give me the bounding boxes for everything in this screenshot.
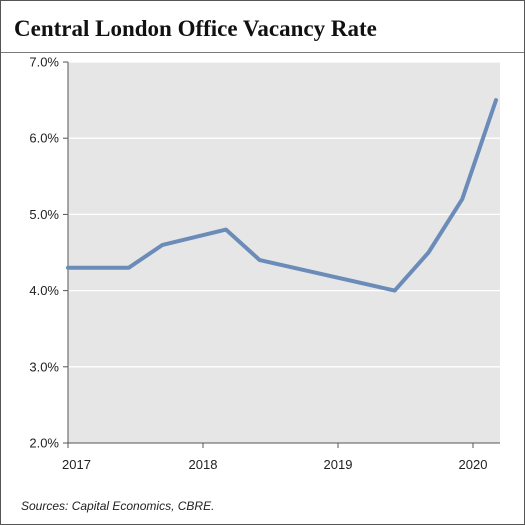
data-point xyxy=(224,228,228,232)
axes xyxy=(67,62,500,444)
data-point xyxy=(426,251,430,254)
title-divider xyxy=(1,52,524,53)
y-tick-label: 3.0% xyxy=(29,359,59,374)
y-tick-label: 5.0% xyxy=(29,207,59,222)
data-point xyxy=(460,197,464,201)
y-tick-label: 6.0% xyxy=(29,131,59,146)
chart-title: Central London Office Vacancy Rate xyxy=(14,16,377,41)
x-tick-label: 2020 xyxy=(459,457,488,472)
y-tick-label: 2.0% xyxy=(29,436,59,451)
data-point xyxy=(161,243,164,247)
data-point xyxy=(393,289,397,293)
plot-area xyxy=(68,62,500,443)
data-point xyxy=(127,266,131,270)
x-tick-label: 2018 xyxy=(189,457,218,472)
data-point xyxy=(494,98,498,102)
x-axis-ticks: 2017 2018 2019 2020 xyxy=(62,443,487,472)
source-note: Sources: Capital Economics, CBRE. xyxy=(21,499,215,513)
data-point xyxy=(258,258,262,262)
x-tick-label: 2017 xyxy=(62,457,91,472)
y-tick-label: 7.0% xyxy=(29,55,59,70)
y-axis-ticks: 2.0% 3.0% 4.0% 5.0% 6.0% 7.0% xyxy=(29,55,68,451)
x-tick-label: 2019 xyxy=(324,457,353,472)
data-point xyxy=(66,266,70,270)
y-tick-label: 4.0% xyxy=(29,283,59,298)
gridlines xyxy=(68,61,500,368)
series-group xyxy=(66,98,498,293)
